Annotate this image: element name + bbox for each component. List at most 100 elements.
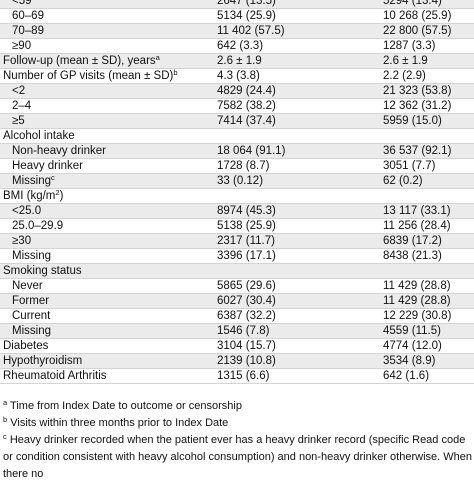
table-row: Follow-up (mean ± SD), yearsa 2.6 ± 1.9 2.… xyxy=(0,54,474,69)
cell: 13 117 (33.1) xyxy=(383,205,451,217)
label-text: BMI (kg/m xyxy=(3,190,56,202)
table-row: 70–89 11 402 (57.5) 22 800 (57.5) xyxy=(0,24,474,39)
cell: 1315 (6.6) xyxy=(217,370,270,382)
label-text: 70–89 xyxy=(12,25,44,37)
row-label: Follow-up (mean ± SD), yearsa xyxy=(3,54,160,69)
table-row: 25.0–29.9 5138 (25.9) 11 256 (28.4) xyxy=(0,219,474,234)
table-row: Hypothyroidism 2139 (10.8) 3534 (8.9) xyxy=(0,354,474,369)
cell: 3534 (8.9) xyxy=(383,355,436,367)
table-row: ≥90 642 (3.3) 1287 (3.3) xyxy=(0,39,474,54)
cell: 5865 (29.6) xyxy=(217,280,276,292)
cell: 4559 (11.5) xyxy=(383,325,441,337)
table-row: Diabetes 3104 (15.7) 4774 (12.0) xyxy=(0,339,474,354)
table-row: <59 2647 (13.5) 5294 (13.4) xyxy=(0,0,474,9)
cell: 10 268 (25.9) xyxy=(383,10,452,22)
row-label: Non-heavy drinker xyxy=(12,144,106,159)
footnote-mark: b xyxy=(3,415,8,424)
cell: 5294 (13.4) xyxy=(383,0,442,7)
cell: 5134 (25.9) xyxy=(217,10,276,22)
cell: 3104 (15.7) xyxy=(217,340,276,352)
cell: 11 402 (57.5) xyxy=(217,25,285,37)
cell: 3396 (17.1) xyxy=(217,250,276,262)
row-label: Current xyxy=(12,309,50,324)
row-label: <2 xyxy=(12,84,25,99)
cell: 2.6 ± 1.9 xyxy=(217,55,262,67)
superscript: b xyxy=(173,68,178,77)
cell: 1546 (7.8) xyxy=(217,325,270,337)
cell: 6387 (32.2) xyxy=(217,310,276,322)
cell: 11 429 (28.8) xyxy=(383,295,451,307)
table-row: BMI (kg/m2) xyxy=(0,189,474,204)
label-text: ≥90 xyxy=(12,40,32,52)
table-row: Missing 3396 (17.1) 8438 (21.3) xyxy=(0,249,474,264)
label-text: Missing xyxy=(12,175,51,187)
cell: 22 800 (57.5) xyxy=(383,25,452,37)
row-label: ≥5 xyxy=(12,114,25,129)
superscript: 2 xyxy=(55,188,60,197)
cell: 7582 (38.2) xyxy=(217,100,276,112)
table-row: Rheumatoid Arthritis 1315 (6.6) 642 (1.6) xyxy=(0,369,474,384)
row-label: Former xyxy=(12,294,49,309)
cell: 12 362 (31.2) xyxy=(383,100,452,112)
label-text: Hypothyroidism xyxy=(3,355,83,367)
superscript: c xyxy=(50,173,55,182)
label-text: Non-heavy drinker xyxy=(12,145,106,157)
label-text: Smoking status xyxy=(3,265,82,277)
label-text: ≥30 xyxy=(12,235,32,247)
cell: 2.6 ± 1.9 xyxy=(383,55,428,67)
table-row: 60–69 5134 (25.9) 10 268 (25.9) xyxy=(0,9,474,24)
row-label: Heavy drinker xyxy=(12,159,83,174)
cell: 642 (1.6) xyxy=(383,370,430,382)
table-row: Missingc 33 (0.12) 62 (0.2) xyxy=(0,174,474,189)
row-label: 70–89 xyxy=(12,24,44,39)
cell: 62 (0.2) xyxy=(383,175,423,187)
cell: 7414 (37.4) xyxy=(217,115,276,127)
table-row: Never 5865 (29.6) 11 429 (28.8) xyxy=(0,279,474,294)
cell: 6027 (30.4) xyxy=(217,295,276,307)
cell: 5959 (15.0) xyxy=(383,115,442,127)
footnote-mark: c xyxy=(3,432,7,441)
label-text: Alcohol intake xyxy=(3,130,75,142)
table-row: Number of GP visits (mean ± SD)b 4.3 (3.8… xyxy=(0,69,474,84)
footnotes: a Time from Index Date to outcome or cen… xyxy=(3,398,473,483)
row-label: ≥90 xyxy=(12,39,31,54)
cell: 21 323 (53.8) xyxy=(383,85,452,97)
cell: 2.2 (2.9) xyxy=(383,70,426,82)
cell: 3051 (7.7) xyxy=(383,160,436,172)
row-label: 60–69 xyxy=(12,9,44,24)
label-text: <59 xyxy=(12,0,32,7)
table-row: Former 6027 (30.4) 11 429 (28.8) xyxy=(0,294,474,309)
cell: 8974 (45.3) xyxy=(217,205,276,217)
table-row: 2–4 7582 (38.2) 12 362 (31.2) xyxy=(0,99,474,114)
cell: 33 (0.12) xyxy=(217,175,264,187)
cell: 2139 (10.8) xyxy=(217,355,276,367)
label-text: Follow-up (mean ± SD), years xyxy=(3,55,156,67)
table: <59 2647 (13.5) 5294 (13.4) 60–69 5134 (25.9… xyxy=(0,0,474,384)
label-text: ≥5 xyxy=(12,115,25,127)
label-text: Current xyxy=(12,310,51,322)
footnote-text: Visits within three months prior to Inde… xyxy=(10,417,229,429)
table-row: Heavy drinker 1728 (8.7) 3051 (7.7) xyxy=(0,159,474,174)
row-label: Diabetes xyxy=(3,339,48,354)
row-label: Number of GP visits (mean ± SD)b xyxy=(3,69,178,84)
label-text: Rheumatoid Arthritis xyxy=(3,370,107,382)
label-text: Missing xyxy=(12,325,51,337)
row-label: <59 xyxy=(12,0,32,9)
row-label: Rheumatoid Arthritis xyxy=(3,369,107,384)
cell: 11 429 (28.8) xyxy=(383,280,451,292)
row-label: 25.0–29.9 xyxy=(12,219,63,234)
row-label: Smoking status xyxy=(3,264,82,279)
row-label: Missing xyxy=(12,324,51,339)
row-label: 2–4 xyxy=(12,99,31,114)
label-text: 60–69 xyxy=(12,10,44,22)
table-row: Non-heavy drinker 18 064 (91.1) 36 537 (92… xyxy=(0,144,474,159)
row-label: Hypothyroidism xyxy=(3,354,82,369)
row-label: <25.0 xyxy=(12,204,41,219)
cell: 1287 (3.3) xyxy=(383,40,436,52)
label-text: Missing xyxy=(12,250,51,262)
row-label: ≥30 xyxy=(12,234,31,249)
cell: 642 (3.3) xyxy=(217,40,264,52)
table-row: ≥5 7414 (37.4) 5959 (15.0) xyxy=(0,114,474,129)
table-row: Missing 1546 (7.8) 4559 (11.5) xyxy=(0,324,474,339)
table-row: <25.0 8974 (45.3) 13 117 (33.1) xyxy=(0,204,474,219)
